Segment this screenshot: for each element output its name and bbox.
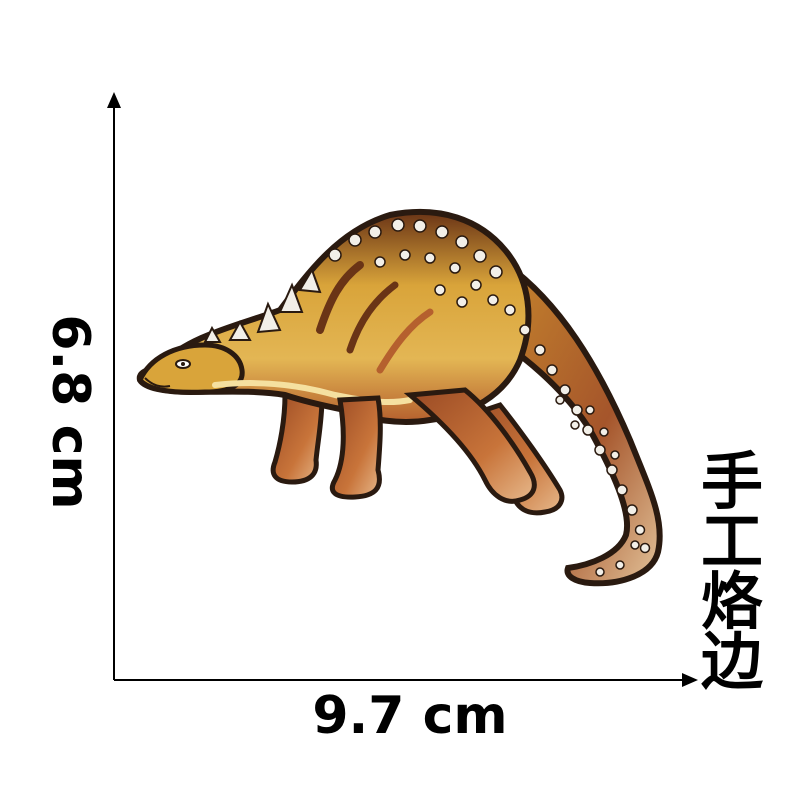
front-front-leg (329, 395, 383, 500)
belly-stripe (212, 380, 413, 406)
hand-edge-label: 手工烙边 (700, 445, 763, 698)
rear-front-leg (403, 387, 537, 504)
head (137, 342, 245, 395)
width-arrowhead (682, 673, 698, 687)
spots (328, 218, 651, 577)
height-arrowhead (107, 92, 121, 108)
height-label: 6.8 cm (40, 314, 100, 510)
back-spikes (203, 267, 322, 343)
front-back-leg (270, 392, 325, 485)
width-label: 9.7 cm (312, 686, 508, 746)
